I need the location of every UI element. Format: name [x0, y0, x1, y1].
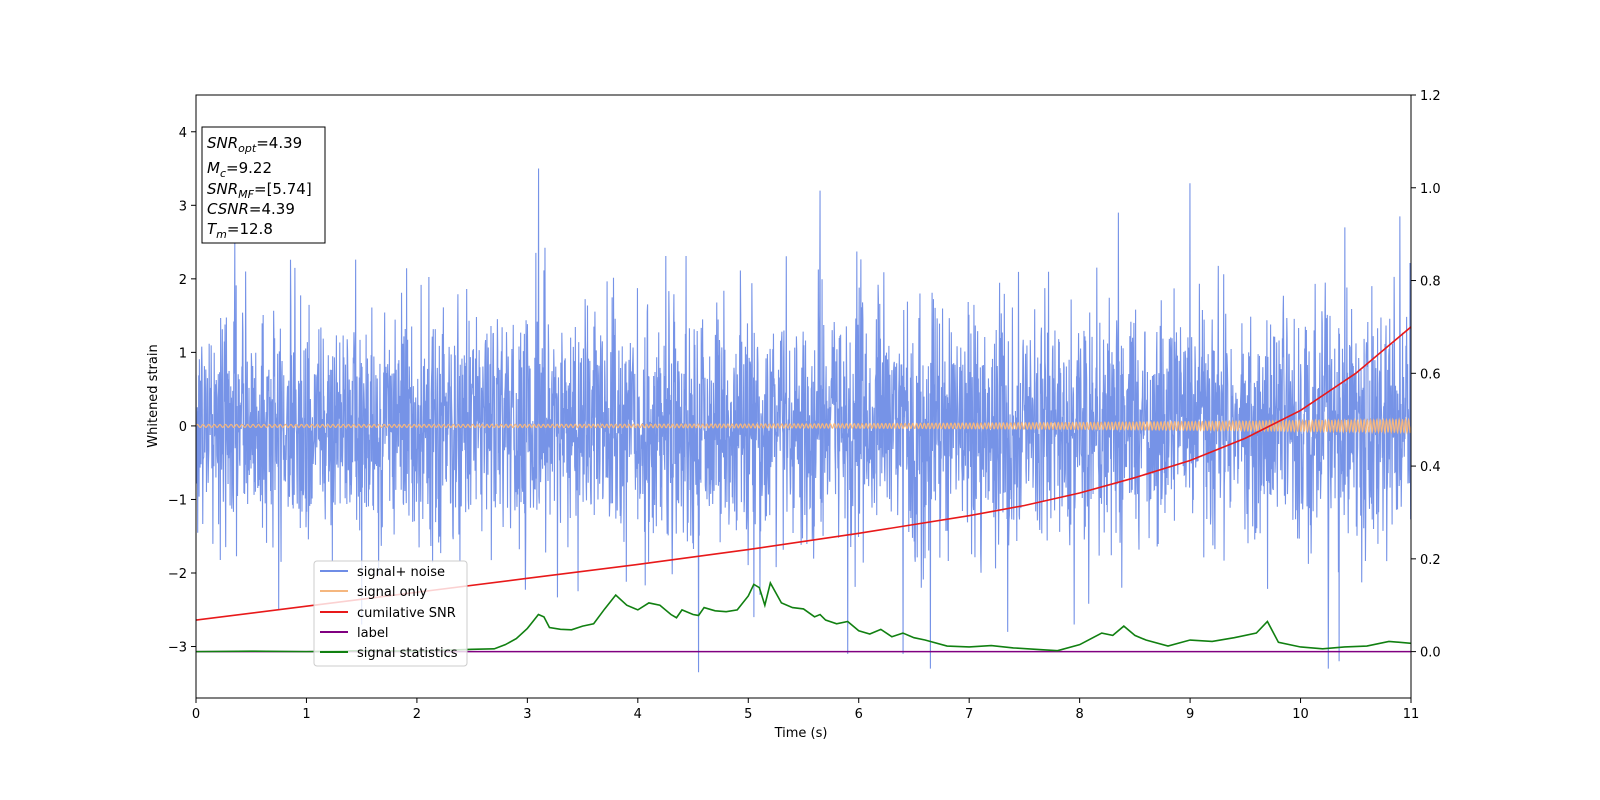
- info-line-csnr: CSNR=4.39: [207, 200, 295, 218]
- legend-label-cumulative-snr: cumilative SNR: [357, 606, 456, 621]
- y-axis-label: Whitened strain: [146, 344, 161, 447]
- x-axis-label: Time (s): [774, 726, 828, 741]
- info-line-snr-opt: SNRopt=4.39: [207, 134, 302, 155]
- info-line-mc: Mc=9.22: [207, 159, 272, 180]
- y-tick-label: 2: [179, 273, 187, 288]
- legend-label-label: label: [357, 626, 388, 641]
- y2-tick-label: 0.4: [1420, 460, 1441, 475]
- y-tick-label: 0: [179, 420, 187, 435]
- y-tick-label: 3: [179, 199, 187, 214]
- y2-tick-label: 1.0: [1420, 182, 1441, 197]
- y2-tick-label: 0.2: [1420, 553, 1441, 568]
- x-tick-label: 6: [855, 707, 863, 722]
- info-box-frame: [201, 126, 326, 244]
- series-line-signal-statistics: [196, 580, 1411, 653]
- legend: signal+ noise signal only cumilative SNR…: [313, 560, 468, 667]
- y-tick-label: 1: [179, 346, 187, 361]
- legend-label-signal-statistics: signal statistics: [357, 646, 458, 661]
- x-tick-label: 3: [523, 707, 531, 722]
- y2-tick-label: 1.2: [1420, 89, 1441, 104]
- x-tick-label: 8: [1075, 707, 1083, 722]
- y2-tick-label: 0.0: [1420, 646, 1441, 661]
- legend-frame: [313, 560, 468, 667]
- x-tick-label: 9: [1186, 707, 1194, 722]
- y2-tick-label: 0.8: [1420, 275, 1441, 290]
- plot-frame: [195, 94, 1412, 699]
- x-tick-label: 1: [302, 707, 310, 722]
- series-line-cumilative-snr: [196, 326, 1411, 621]
- legend-label-signal-only: signal only: [357, 585, 427, 600]
- series-line-signal-only: [196, 417, 1411, 435]
- x-tick-label: 7: [965, 707, 973, 722]
- legend-label-signal-noise: signal+ noise: [357, 565, 445, 580]
- x-tick-label: 11: [1403, 707, 1420, 722]
- y-tick-label: 4: [179, 126, 187, 141]
- axis-layer: 0 1 2 3 4 5 6 7 8 9 10 11 −3 −2 −1 0 1 2 3 4 0.0 0.2 0.4 0.6 0.8…: [168, 89, 1441, 722]
- info-box: SNRopt=4.39 Mc=9.22 SNRMF=[5.74] CSNR=4.…: [201, 126, 326, 244]
- x-tick-label: 2: [413, 707, 421, 722]
- info-line-tm: Tm=12.8: [207, 220, 273, 241]
- y-tick-label: −3: [168, 641, 187, 656]
- x-tick-label: 4: [634, 707, 642, 722]
- y-tick-label: −1: [168, 493, 187, 508]
- y-tick-label: −2: [168, 567, 187, 582]
- x-tick-label: 5: [744, 707, 752, 722]
- x-tick-label: 0: [192, 707, 200, 722]
- y2-tick-label: 0.6: [1420, 367, 1441, 382]
- info-line-snr-mf: SNRMF=[5.74]: [207, 180, 312, 201]
- x-tick-label: 10: [1292, 707, 1309, 722]
